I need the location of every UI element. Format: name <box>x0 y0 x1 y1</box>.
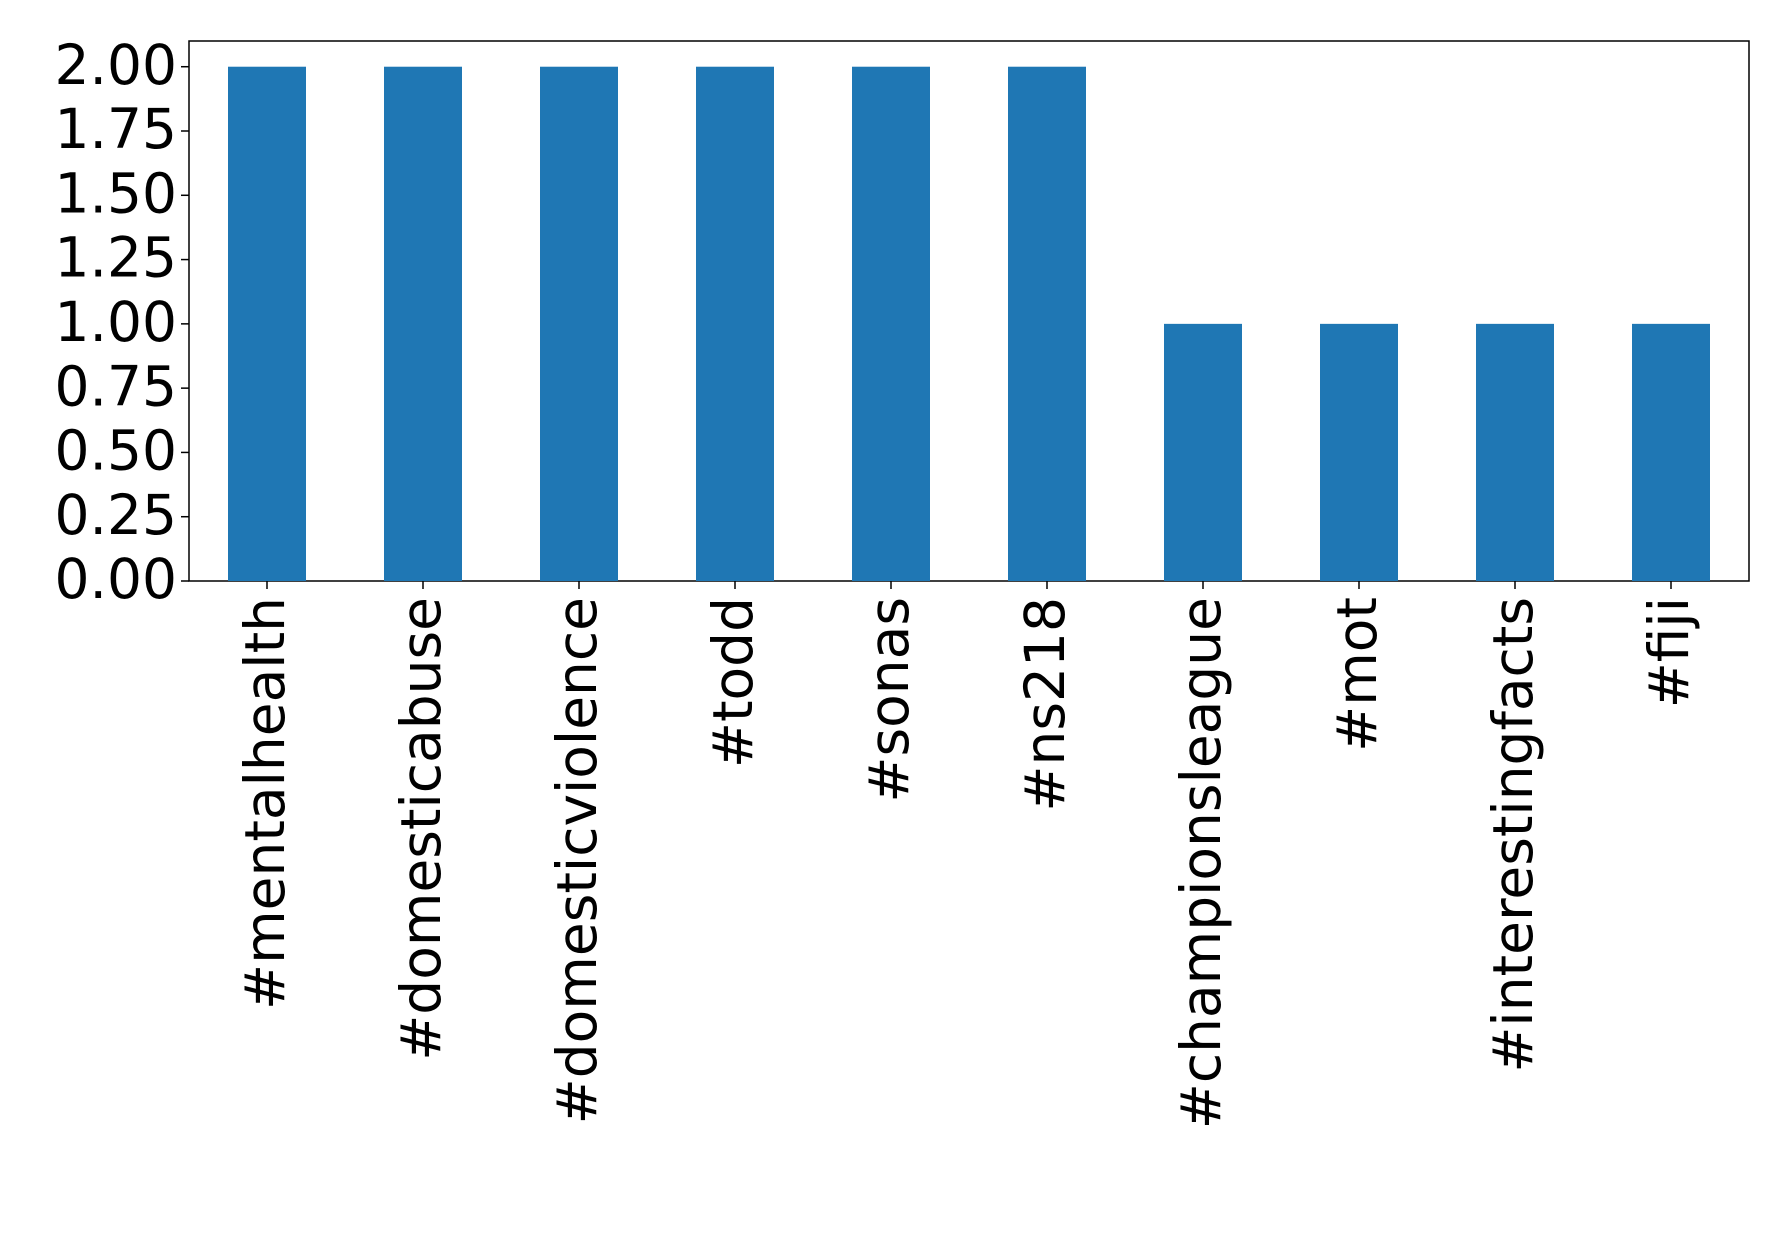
y-tick-label: 2.00 <box>55 33 177 97</box>
bar <box>540 66 618 581</box>
x-tick-label: #mot <box>1325 597 1389 752</box>
bar <box>384 66 462 581</box>
bar <box>1476 323 1554 581</box>
bar <box>696 66 774 581</box>
bar <box>852 66 930 581</box>
y-tick-label: 1.25 <box>55 226 177 290</box>
y-tick-label: 1.50 <box>55 161 177 225</box>
x-tick-label: #championsleague <box>1169 597 1233 1129</box>
y-tick-label: 0.25 <box>55 483 177 547</box>
x-tick-label: #fiji <box>1637 597 1701 708</box>
y-tick-label: 0.50 <box>55 419 177 483</box>
bar <box>1320 323 1398 581</box>
bar <box>228 66 306 581</box>
x-tick-label: #sonas <box>857 597 921 803</box>
x-tick-label: #domesticviolence <box>545 597 609 1124</box>
y-tick-label: 1.75 <box>55 97 177 161</box>
y-tick-label: 0.75 <box>55 354 177 418</box>
x-tick-label: #ns218 <box>1013 597 1077 812</box>
y-tick-label: 0.00 <box>55 547 177 611</box>
bar <box>1164 323 1242 581</box>
x-tick-label: #mentalhealth <box>233 597 297 1010</box>
x-tick-label: #domesticabuse <box>389 597 453 1061</box>
x-tick-label: #todd <box>701 597 765 768</box>
bar <box>1632 323 1710 581</box>
bar <box>1008 66 1086 581</box>
plot-frame <box>188 40 1750 582</box>
x-tick-label: #interestingfacts <box>1481 597 1545 1073</box>
y-tick-label: 1.00 <box>55 290 177 354</box>
